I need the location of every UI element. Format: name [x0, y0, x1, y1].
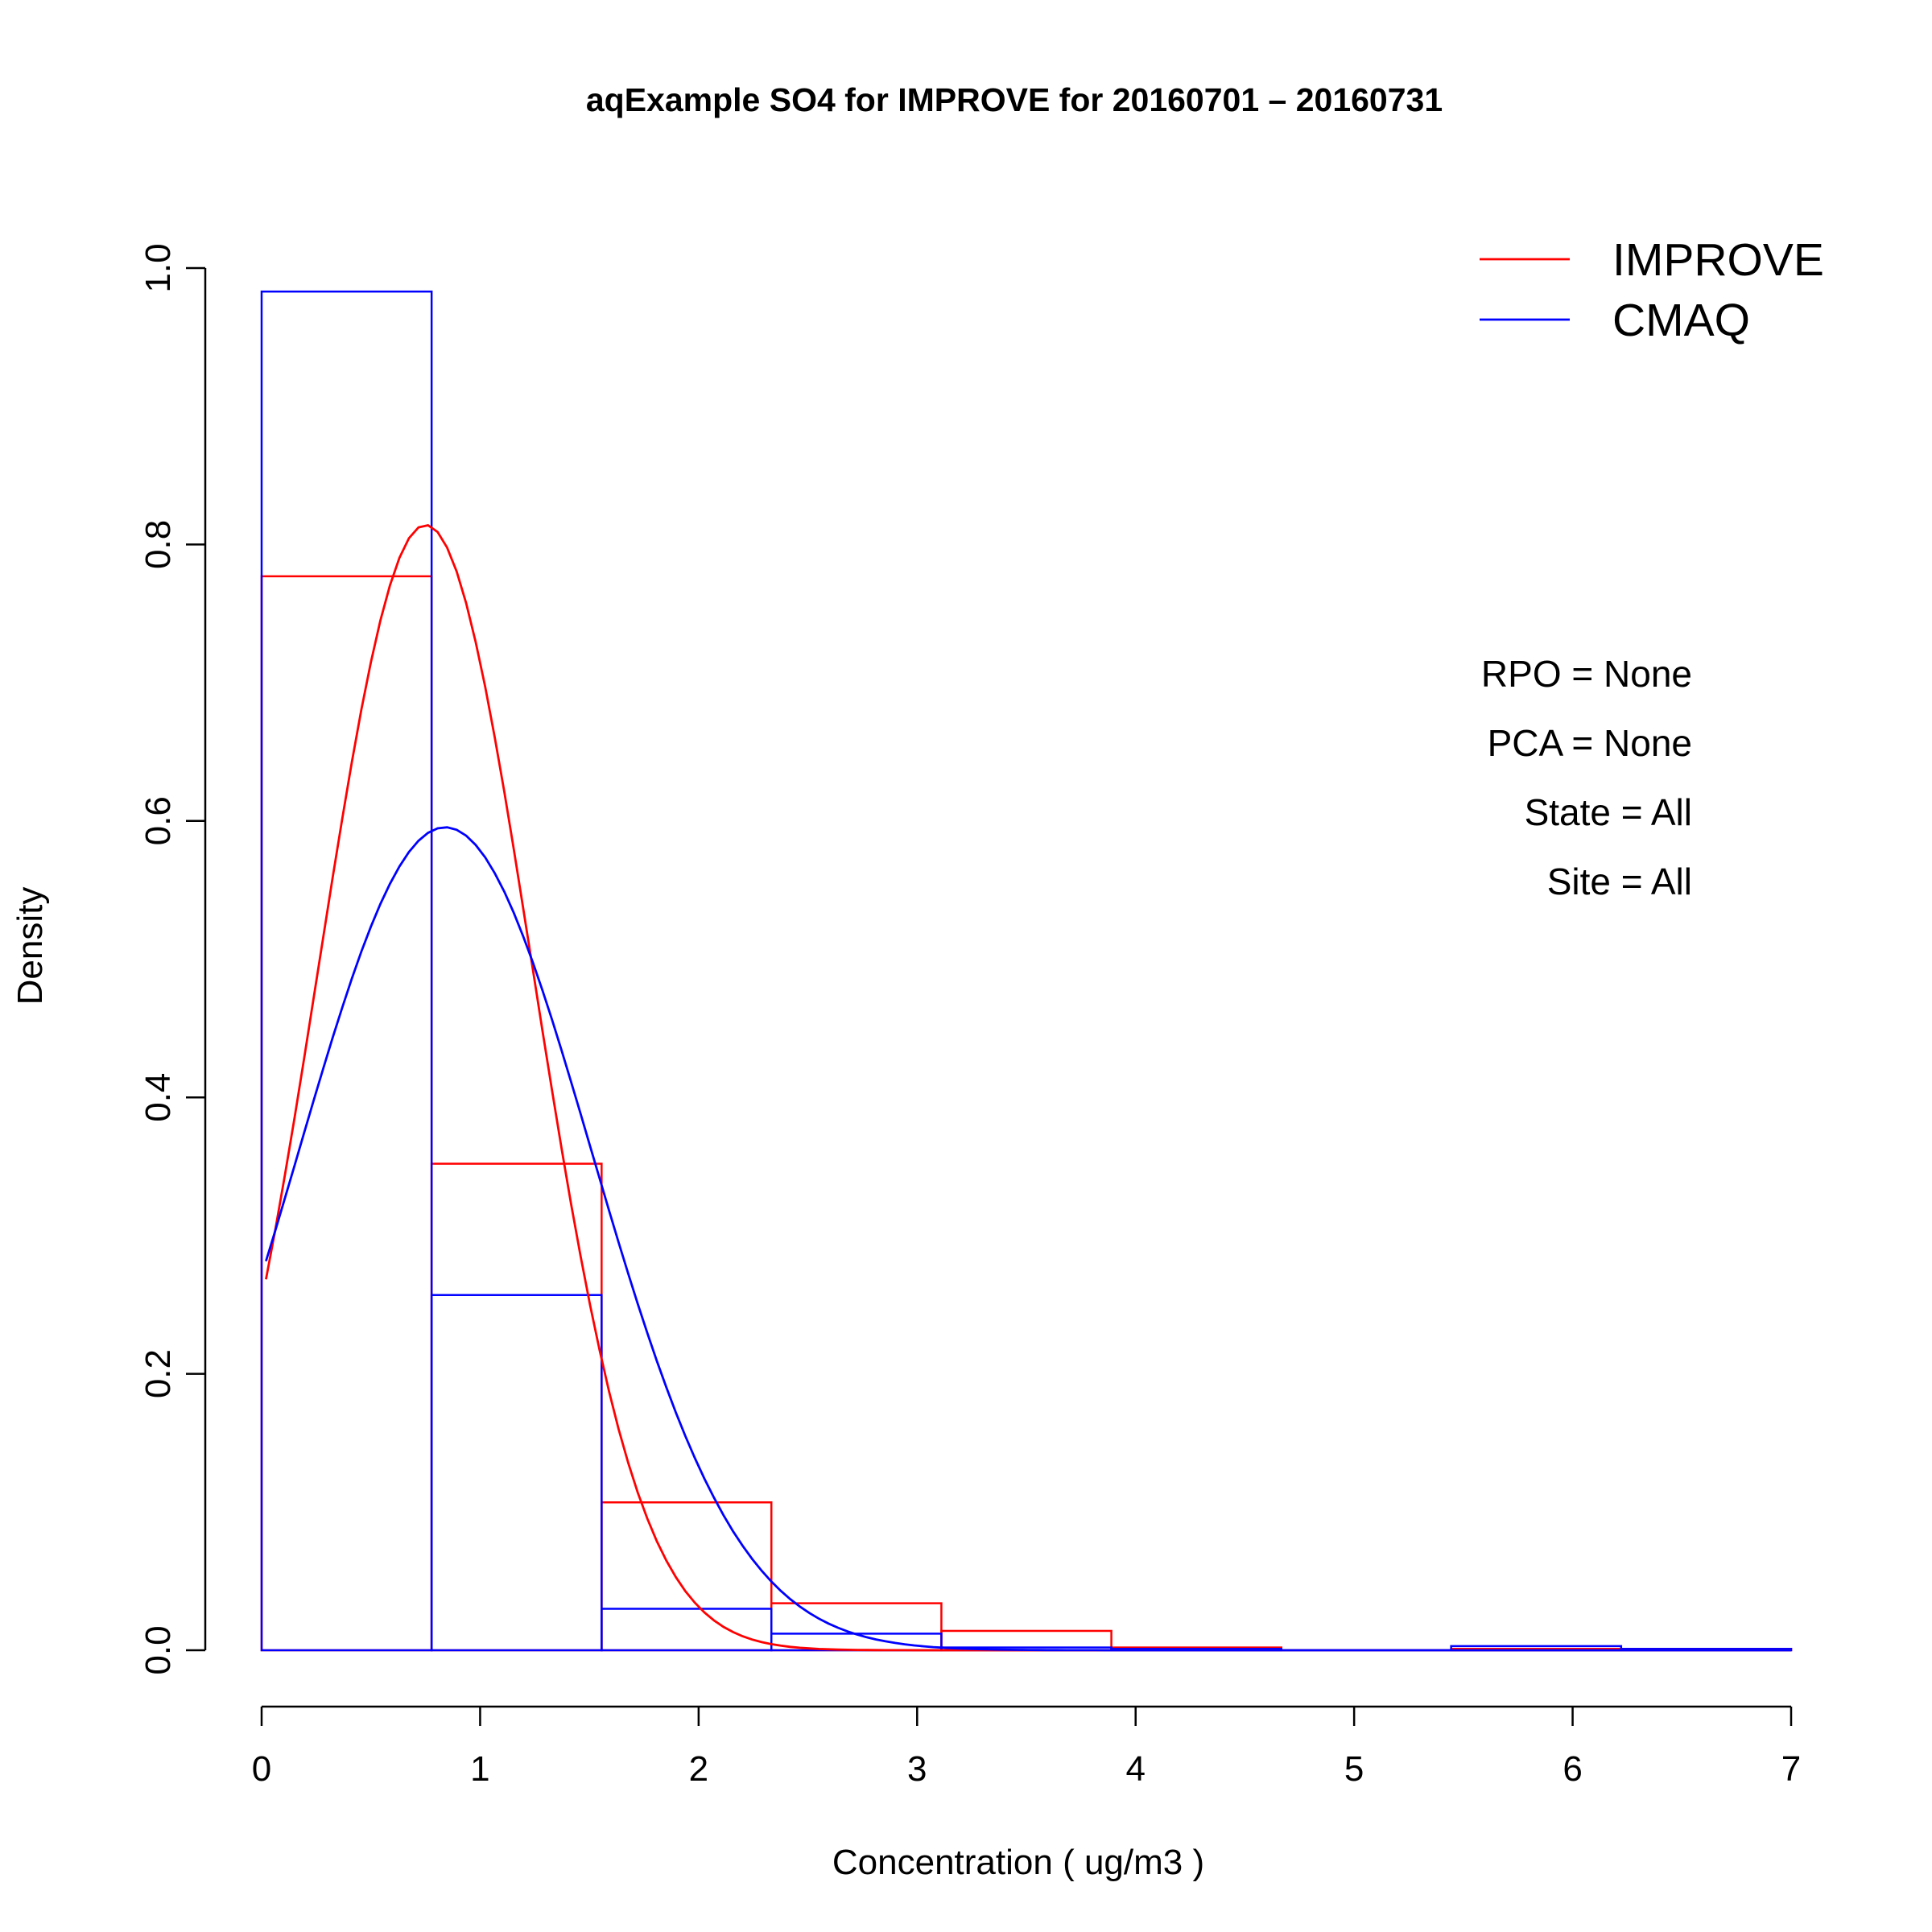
bar-cmaq-0: [260, 290, 433, 1652]
y-tick-label-1: 0.2: [138, 1349, 178, 1398]
legend: IMPROVE CMAQ: [1480, 234, 1824, 346]
annotation-1: PCA = None: [1488, 722, 1692, 764]
x-tick-label-1: 1: [470, 1749, 489, 1789]
x-tick-label-6: 6: [1563, 1749, 1582, 1789]
x-tick-label-7: 7: [1781, 1749, 1801, 1789]
y-tick-label-5: 1.0: [138, 243, 178, 292]
x-tick-label-3: 3: [907, 1749, 927, 1789]
annotations: RPO = None PCA = None State = All Site = Al…: [1481, 653, 1692, 902]
bar-improve-0: [260, 575, 433, 1652]
x-tick-label-2: 2: [689, 1749, 708, 1789]
y-tick-label-4: 0.8: [138, 520, 178, 569]
y-axis-title: Density: [10, 887, 50, 1005]
legend-label-improve: IMPROVE: [1612, 234, 1824, 286]
bar-cmaq-1: [430, 1294, 603, 1652]
x-tick-label-0: 0: [252, 1749, 271, 1789]
x-tick-label-5: 5: [1344, 1749, 1364, 1789]
density-curves: [265, 523, 1791, 1652]
annotation-2: State = All: [1525, 791, 1692, 833]
annotation-0: RPO = None: [1481, 653, 1692, 695]
x-axis-title: Concentration ( ug/m3 ): [832, 1843, 1204, 1882]
y-axis: 0.0 0.2 0.4 0.6 0.8 1.0: [138, 243, 207, 1675]
bar-improve-3: [770, 1602, 943, 1652]
y-tick-label-2: 0.4: [138, 1073, 178, 1122]
y-tick-label-0: 0.0: [138, 1625, 178, 1674]
chart-title: aqExample SO4 for IMPROVE for 20160701 –…: [586, 81, 1443, 118]
legend-label-cmaq: CMAQ: [1612, 295, 1750, 346]
bar-cmaq-2: [601, 1608, 773, 1652]
y-tick-label-3: 0.6: [138, 796, 178, 845]
annotation-3: Site = All: [1547, 861, 1692, 902]
bar-improve-2: [601, 1501, 773, 1652]
x-axis: 0 1 2 3 4 5 6 7: [252, 1705, 1801, 1789]
curve-cmaq: [265, 826, 1791, 1652]
histogram-bars: [260, 290, 1793, 1652]
x-tick-label-4: 4: [1125, 1749, 1145, 1789]
